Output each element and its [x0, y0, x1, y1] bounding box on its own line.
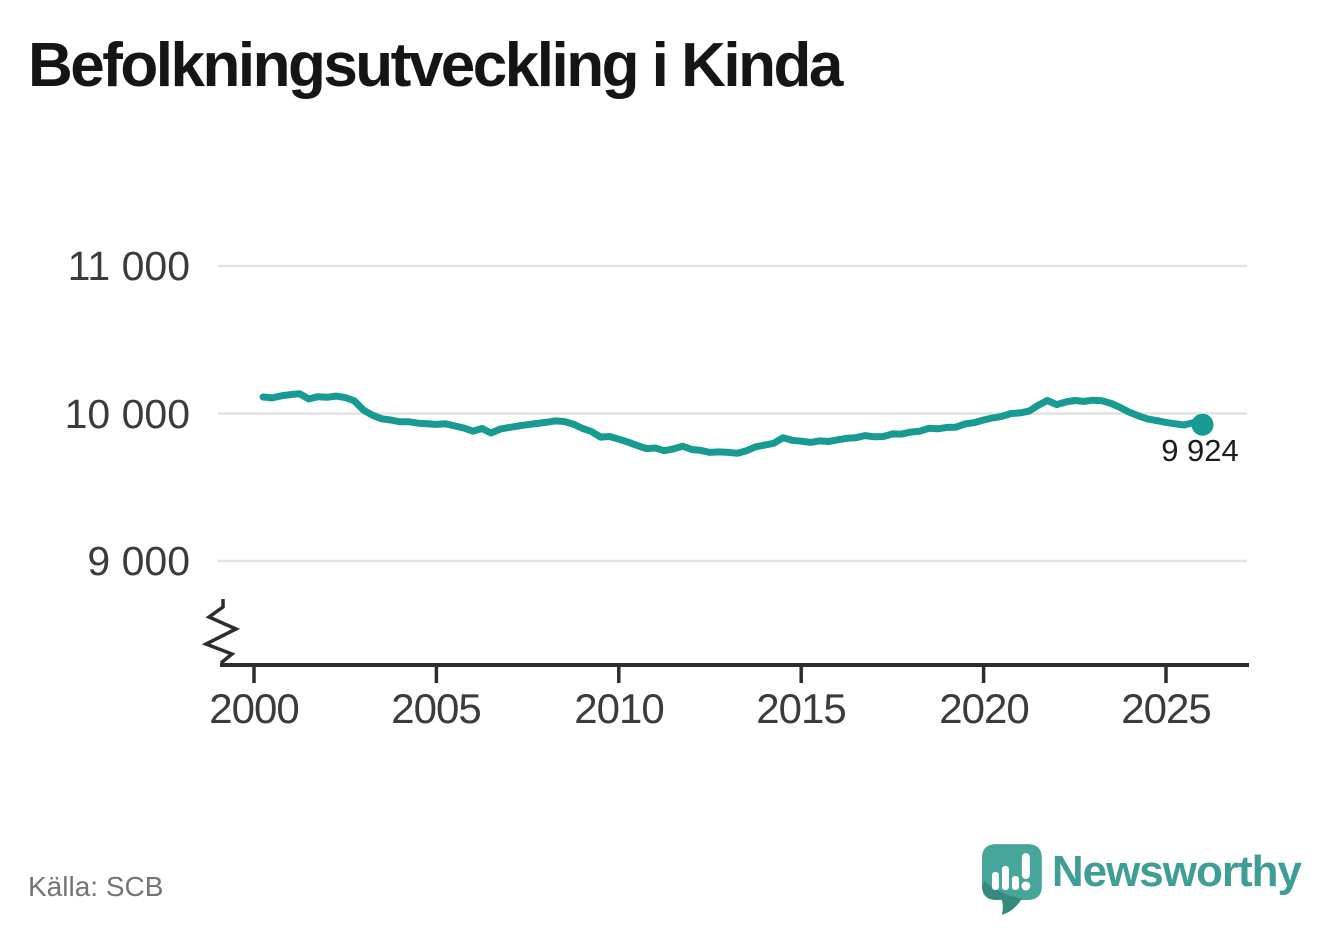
x-tick-label-2020: 2020 [939, 685, 1029, 732]
y-tick-label-10000: 10 000 [64, 391, 190, 437]
x-tick-label-2025: 2025 [1121, 685, 1211, 732]
newsworthy-bubble-icon [981, 844, 1042, 915]
x-tick-label-2015: 2015 [756, 685, 846, 732]
newsworthy-logo: Newsworthy [981, 843, 1302, 923]
x-tick-label-2005: 2005 [391, 685, 481, 732]
logo-bar-1 [991, 872, 999, 890]
axis-break-icon [201, 599, 241, 665]
chart-title: Befolkningsutveckling i Kinda [28, 31, 843, 100]
population-line-series [259, 390, 1206, 457]
source-label: Källa: SCB [28, 871, 164, 902]
logo-exclamation-bar [1021, 853, 1030, 880]
logo-bubble-shade [981, 881, 1023, 915]
logo-bar-2 [1001, 866, 1009, 890]
logo-bar-3 [1011, 876, 1019, 890]
logo-exclamation-dot [1021, 881, 1031, 891]
brand-wordmark: Newsworthy [1051, 847, 1302, 896]
x-tick-label-2010: 2010 [574, 685, 664, 732]
y-tick-label-9000: 9 000 [87, 538, 190, 584]
y-tick-label-11000: 11 000 [67, 243, 190, 289]
latest-value-label: 9 924 [1161, 433, 1239, 468]
latest-value-dot [1191, 413, 1214, 436]
x-tick-label-2000: 2000 [209, 685, 299, 732]
